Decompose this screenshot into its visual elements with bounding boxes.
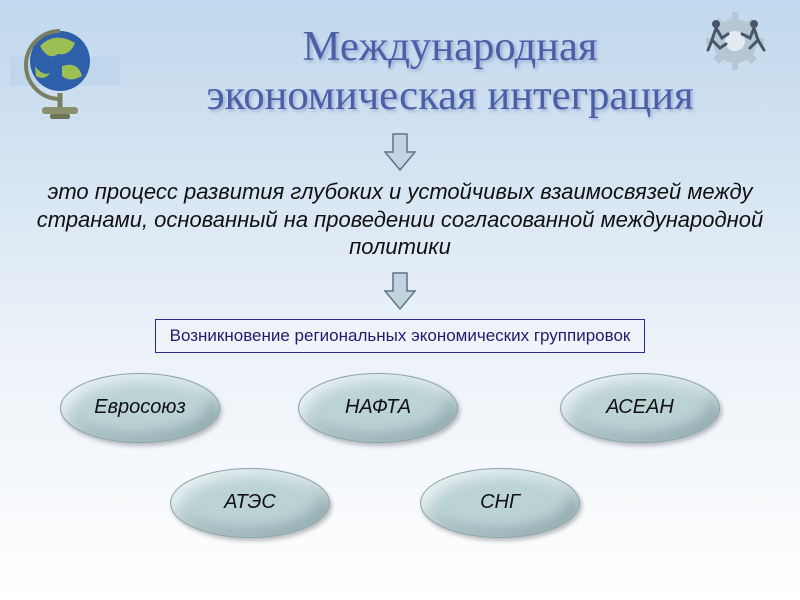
title-line-2: экономическая интеграция	[120, 71, 780, 120]
gear-runners-icon	[690, 6, 780, 81]
title-line-1: Международная	[120, 22, 780, 71]
group-oval: СНГ	[420, 468, 580, 538]
globe-icon	[10, 16, 120, 126]
arrow-down-1	[0, 130, 800, 172]
oval-group: Евросоюз НАФТА АСЕАН АТЭС СНГ	[0, 373, 800, 593]
group-oval: АТЭС	[170, 468, 330, 538]
subheader-box: Возникновение региональных экономических…	[155, 319, 646, 353]
group-oval: Евросоюз	[60, 373, 220, 443]
group-oval: АСЕАН	[560, 373, 720, 443]
group-oval: НАФТА	[298, 373, 458, 443]
page-title: Международная экономическая интеграция	[120, 22, 780, 120]
definition-text: это процесс развития глубоких и устойчив…	[0, 178, 800, 261]
arrow-down-2	[0, 269, 800, 311]
